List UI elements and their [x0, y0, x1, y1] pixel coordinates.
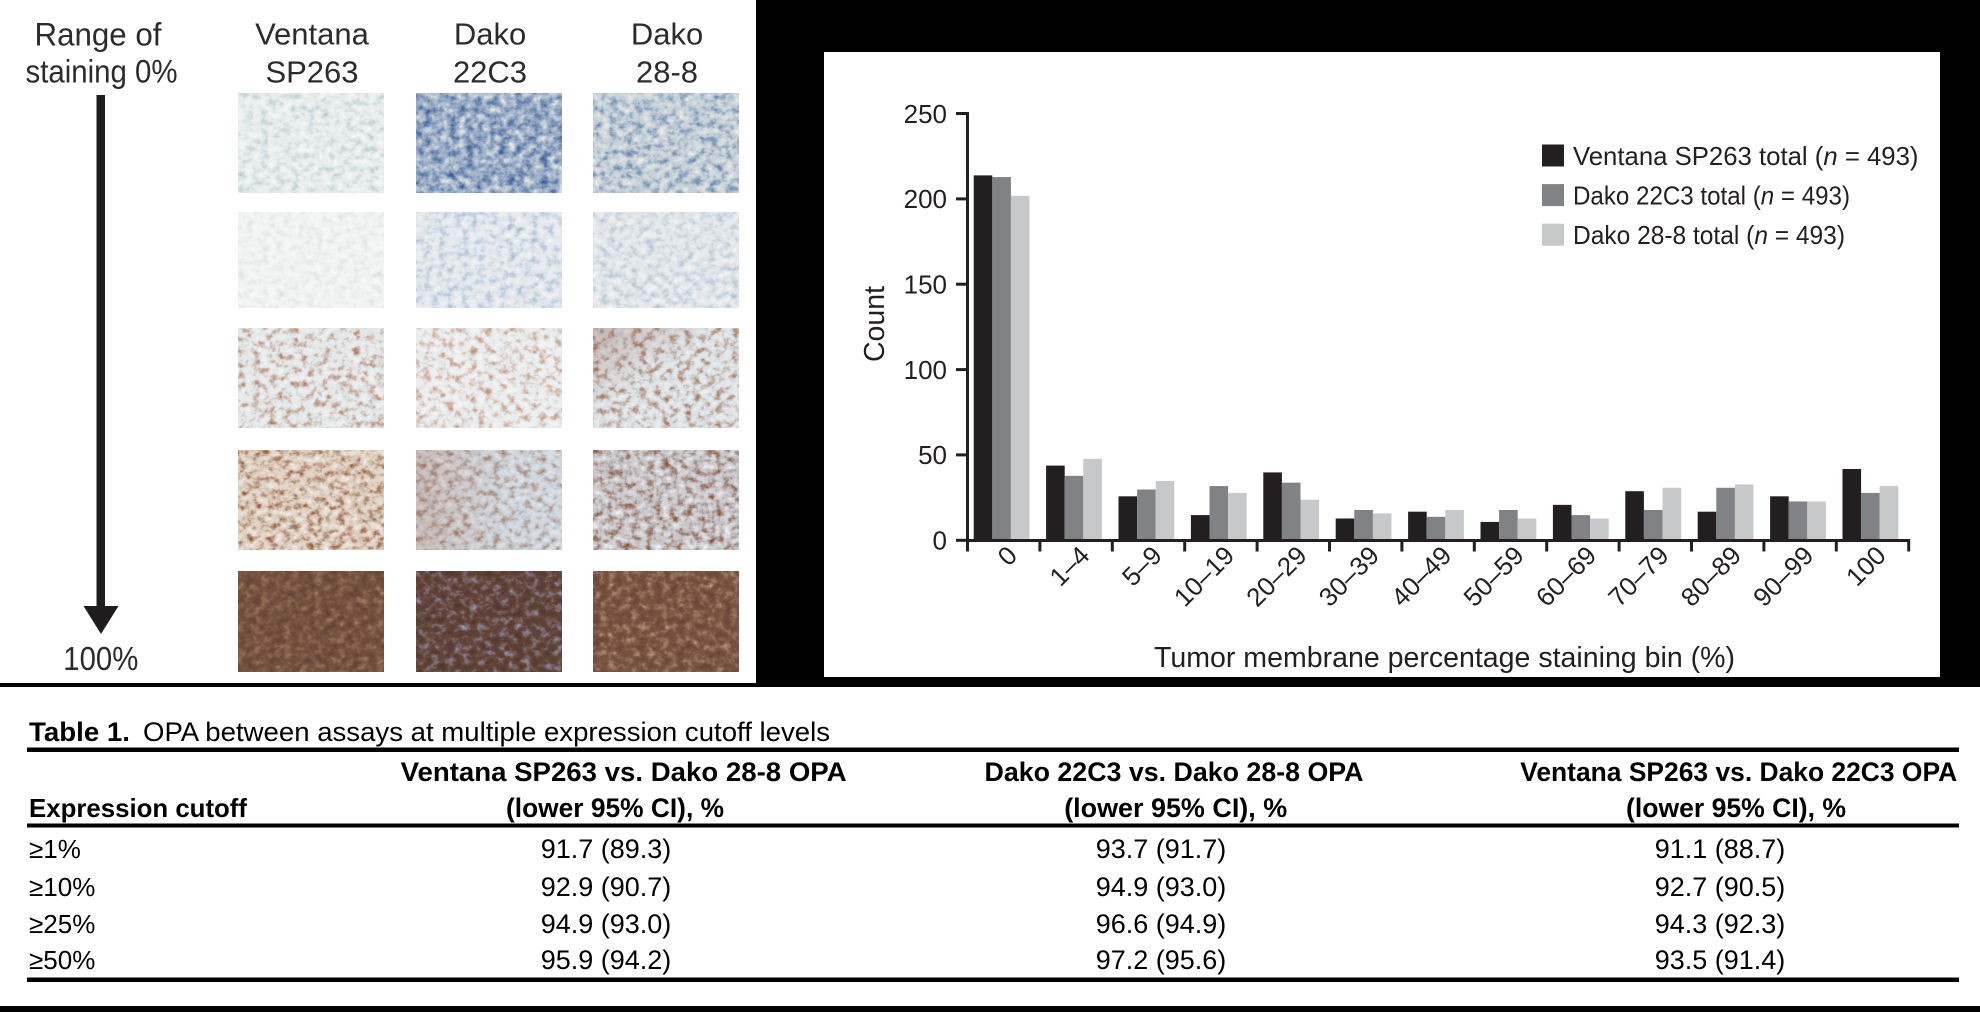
svg-text:5–9: 5–9 — [1116, 540, 1168, 592]
svg-text:Count: Count — [859, 286, 891, 362]
svg-text:staining 0%: staining 0% — [26, 54, 178, 90]
svg-text:30–39: 30–39 — [1313, 540, 1385, 612]
svg-text:≥50%: ≥50% — [29, 945, 95, 975]
svg-text:94.9 (93.0): 94.9 (93.0) — [1096, 872, 1227, 902]
svg-text:Dako 28-8 total (n = 493): Dako 28-8 total (n = 493) — [1573, 220, 1845, 250]
svg-text:70–79: 70–79 — [1602, 540, 1674, 612]
svg-text:Dako 22C3 vs. Dako 28-8 OPA: Dako 22C3 vs. Dako 28-8 OPA — [985, 757, 1364, 787]
svg-text:Dako 22C3 total (n = 493): Dako 22C3 total (n = 493) — [1573, 180, 1850, 210]
svg-text:94.3 (92.3): 94.3 (92.3) — [1655, 909, 1786, 939]
svg-text:≥10%: ≥10% — [29, 872, 95, 902]
svg-text:100%: 100% — [63, 640, 138, 677]
svg-text:Range of: Range of — [35, 17, 162, 53]
svg-text:Dako: Dako — [631, 16, 703, 51]
svg-text:40–49: 40–49 — [1385, 540, 1457, 612]
svg-text:90–99: 90–99 — [1747, 540, 1819, 612]
svg-text:1–4: 1–4 — [1043, 540, 1095, 592]
svg-text:91.1 (88.7): 91.1 (88.7) — [1655, 834, 1786, 864]
svg-text:≥25%: ≥25% — [29, 909, 95, 939]
svg-text:Ventana SP263 vs. Dako 22C3 OP: Ventana SP263 vs. Dako 22C3 OPA — [1520, 757, 1957, 787]
svg-text:22C3: 22C3 — [453, 54, 527, 89]
svg-text:Ventana: Ventana — [255, 16, 370, 51]
svg-text:50: 50 — [918, 440, 947, 470]
svg-text:Ventana SP263 total (n = 493): Ventana SP263 total (n = 493) — [1573, 141, 1919, 171]
svg-text:0: 0 — [933, 526, 947, 556]
svg-text:92.7 (90.5): 92.7 (90.5) — [1655, 872, 1786, 902]
svg-text:91.7 (89.3): 91.7 (89.3) — [541, 834, 672, 864]
svg-text:93.5 (91.4): 93.5 (91.4) — [1655, 945, 1786, 975]
svg-text:150: 150 — [904, 270, 947, 300]
svg-text:Dako: Dako — [454, 16, 526, 51]
svg-text:100: 100 — [904, 355, 947, 385]
svg-text:200: 200 — [904, 184, 947, 214]
svg-text:≥1%: ≥1% — [29, 834, 81, 864]
svg-text:(lower 95% CI), %: (lower 95% CI), % — [506, 793, 724, 823]
svg-text:Expression cutoff: Expression cutoff — [29, 793, 247, 823]
svg-text:0: 0 — [991, 540, 1022, 571]
svg-text:10–19: 10–19 — [1168, 540, 1240, 612]
svg-text:50–59: 50–59 — [1457, 540, 1529, 612]
svg-text:94.9 (93.0): 94.9 (93.0) — [541, 909, 672, 939]
svg-text:28-8: 28-8 — [636, 54, 698, 89]
svg-text:93.7 (91.7): 93.7 (91.7) — [1096, 834, 1227, 864]
svg-text:96.6 (94.9): 96.6 (94.9) — [1096, 909, 1227, 939]
svg-text:80–89: 80–89 — [1675, 540, 1747, 612]
svg-text:Table 1.: Table 1. — [29, 717, 130, 747]
svg-text:20–29: 20–29 — [1240, 540, 1312, 612]
svg-text:Ventana SP263 vs. Dako 28-8 OP: Ventana SP263 vs. Dako 28-8 OPA — [401, 757, 847, 787]
svg-text:Tumor membrane percentage stai: Tumor membrane percentage staining bin (… — [1154, 642, 1735, 674]
svg-text:OPA between assays at multiple: OPA between assays at multiple expressio… — [143, 717, 830, 747]
svg-text:(lower 95% CI), %: (lower 95% CI), % — [1626, 793, 1846, 823]
svg-text:250: 250 — [904, 99, 947, 129]
svg-text:60–69: 60–69 — [1530, 540, 1602, 612]
svg-text:SP263: SP263 — [265, 54, 358, 89]
svg-text:92.9 (90.7): 92.9 (90.7) — [541, 872, 672, 902]
svg-text:(lower 95% CI), %: (lower 95% CI), % — [1064, 793, 1287, 823]
svg-text:100: 100 — [1840, 540, 1892, 592]
svg-text:95.9 (94.2): 95.9 (94.2) — [541, 945, 672, 975]
svg-text:97.2 (95.6): 97.2 (95.6) — [1096, 945, 1227, 975]
